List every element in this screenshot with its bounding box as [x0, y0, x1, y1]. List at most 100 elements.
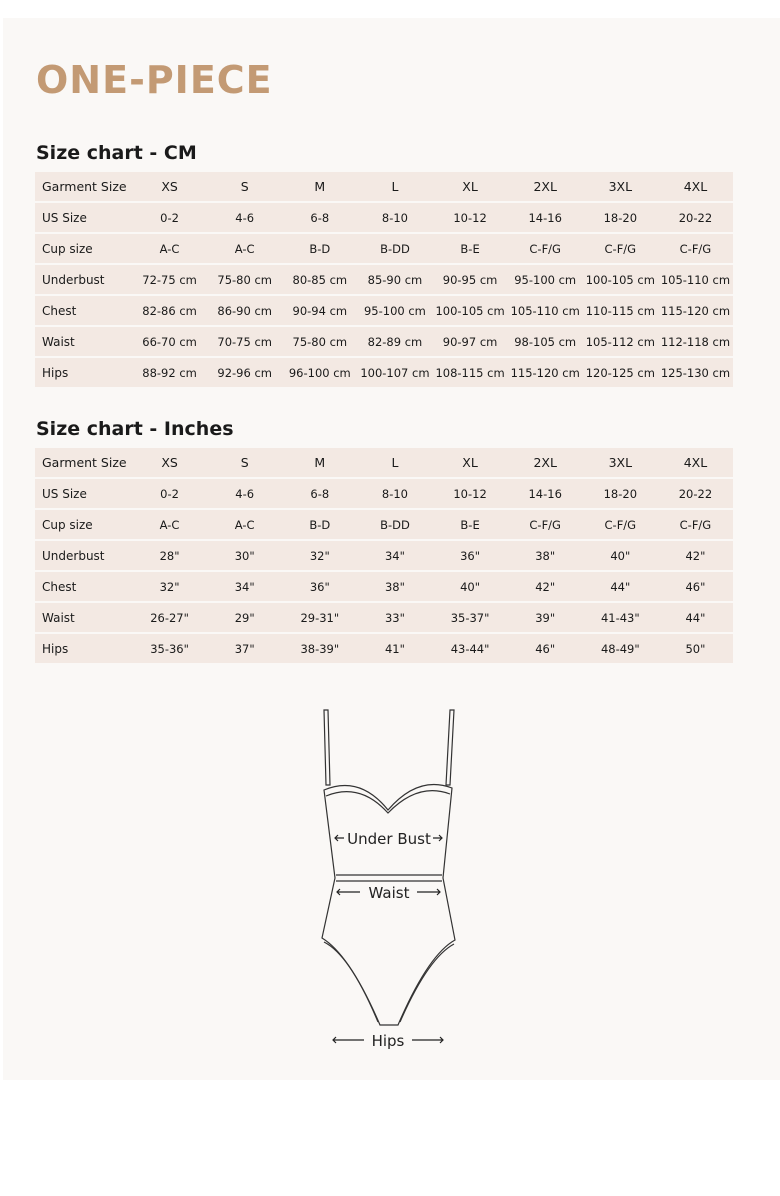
table-cell: 120-125 cm — [582, 357, 658, 389]
cm-size-table: Garment Size XS S M L XL 2XL 3XL 4XL US Size 0-2 4-… — [35, 172, 733, 389]
cm-chart-heading: Size chart - CM — [36, 142, 197, 164]
size-header: S — [207, 172, 283, 203]
table-cell: 18-20 — [582, 202, 658, 234]
table-cell: 37" — [207, 633, 283, 665]
table-cell: C-F/G — [582, 233, 658, 265]
table-cell: 88-92 cm — [132, 357, 208, 389]
table-cell: 8-10 — [357, 202, 433, 234]
table-cell: 95-100 cm — [357, 295, 433, 327]
inches-size-table: Garment Size XS S M L XL 2XL 3XL 4XL US Size 0-2 4-… — [35, 448, 733, 665]
table-cell: 44" — [657, 602, 733, 634]
table-cell: 75-80 cm — [207, 264, 283, 296]
table-cell: 14-16 — [507, 478, 583, 510]
table-cell: 108-115 cm — [432, 357, 508, 389]
table-cell: 29-31" — [282, 602, 358, 634]
table-cell: 98-105 cm — [507, 326, 583, 358]
table-cell: 39" — [507, 602, 583, 634]
table-cell: 36" — [432, 540, 508, 572]
row-label: Hips — [35, 633, 132, 665]
right-strap — [445, 709, 455, 786]
row-label: Hips — [35, 357, 132, 389]
table-header-row: Garment Size XS S M L XL 2XL 3XL 4XL — [35, 448, 733, 479]
table-cell: 36" — [282, 571, 358, 603]
table-cell: 95-100 cm — [507, 264, 583, 296]
table-cell: 18-20 — [582, 478, 658, 510]
table-cell: C-F/G — [507, 233, 583, 265]
table-cell: 86-90 cm — [207, 295, 283, 327]
table-cell: 96-100 cm — [282, 357, 358, 389]
row-label: Cup size — [35, 509, 132, 541]
row-label: Waist — [35, 602, 132, 634]
row-label: Chest — [35, 295, 132, 327]
inches-chart-heading: Size chart - Inches — [36, 418, 234, 440]
table-cell: A-C — [132, 233, 208, 265]
hips-label: Hips — [372, 1032, 405, 1050]
table-cell: 10-12 — [432, 478, 508, 510]
table-cell: 26-27" — [132, 602, 208, 634]
size-header: L — [357, 172, 433, 203]
table-cell: 92-96 cm — [207, 357, 283, 389]
table-row: Cup size A-C A-C B-D B-DD B-E C-F/G C-F/G C-F/G — [35, 233, 733, 265]
table-cell: 0-2 — [132, 202, 208, 234]
table-cell: 30" — [207, 540, 283, 572]
row-label: US Size — [35, 478, 132, 510]
table-cell: C-F/G — [582, 509, 658, 541]
table-cell: 105-112 cm — [582, 326, 658, 358]
row-label: Garment Size — [35, 172, 132, 203]
table-cell: 115-120 cm — [657, 295, 733, 327]
under-bust-label: Under Bust — [347, 830, 431, 848]
table-row: Waist 26-27" 29" 29-31" 33" 35-37" 39" 41-43" 44… — [35, 602, 733, 634]
table-row: Hips 35-36" 37" 38-39" 41" 43-44" 46" 48-49" 50" — [35, 633, 733, 665]
table-cell: 115-120 cm — [507, 357, 583, 389]
table-cell: 100-105 cm — [582, 264, 658, 296]
table-cell: 0-2 — [132, 478, 208, 510]
size-header: 4XL — [657, 172, 733, 203]
swimsuit-measurement-diagram: Under Bust Waist Hips — [321, 709, 456, 1050]
size-header: 2XL — [507, 172, 583, 203]
table-cell: 32" — [282, 540, 358, 572]
table-cell: 40" — [582, 540, 658, 572]
table-cell: A-C — [207, 509, 283, 541]
table-cell: C-F/G — [657, 509, 733, 541]
size-header: 3XL — [582, 172, 658, 203]
table-cell: 20-22 — [657, 478, 733, 510]
table-cell: 29" — [207, 602, 283, 634]
table-cell: B-DD — [357, 233, 433, 265]
size-header: XS — [132, 448, 208, 479]
table-cell: 35-36" — [132, 633, 208, 665]
table-cell: 44" — [582, 571, 658, 603]
table-cell: 10-12 — [432, 202, 508, 234]
table-cell: 66-70 cm — [132, 326, 208, 358]
table-cell: 90-95 cm — [432, 264, 508, 296]
size-header: L — [357, 448, 433, 479]
size-header: XL — [432, 448, 508, 479]
table-cell: 4-6 — [207, 478, 283, 510]
table-row: Cup size A-C A-C B-D B-DD B-E C-F/G C-F/G C-F/G — [35, 509, 733, 541]
table-cell: 80-85 cm — [282, 264, 358, 296]
table-cell: 100-107 cm — [357, 357, 433, 389]
table-cell: 35-37" — [432, 602, 508, 634]
table-cell: 34" — [207, 571, 283, 603]
size-header: S — [207, 448, 283, 479]
row-label: Waist — [35, 326, 132, 358]
table-row: US Size 0-2 4-6 6-8 8-10 10-12 14-16 18-20 20-22 — [35, 202, 733, 234]
table-cell: 20-22 — [657, 202, 733, 234]
table-cell: 75-80 cm — [282, 326, 358, 358]
table-cell: 41" — [357, 633, 433, 665]
table-row: Hips 88-92 cm 92-96 cm 96-100 cm 100-107 cm 1… — [35, 357, 733, 389]
table-cell: B-D — [282, 509, 358, 541]
table-row: Underbust 28" 30" 32" 34" 36" 38" 40" 42" — [35, 540, 733, 572]
page-title: ONE-PIECE — [36, 58, 273, 102]
table-cell: B-DD — [357, 509, 433, 541]
table-cell: 125-130 cm — [657, 357, 733, 389]
table-cell: 14-16 — [507, 202, 583, 234]
table-cell: 42" — [507, 571, 583, 603]
table-cell: 6-8 — [282, 478, 358, 510]
table-cell: 38-39" — [282, 633, 358, 665]
table-cell: B-E — [432, 509, 508, 541]
table-row: Underbust 72-75 cm 75-80 cm 80-85 cm 85-90 c… — [35, 264, 733, 296]
size-header: 4XL — [657, 448, 733, 479]
row-label: Underbust — [35, 540, 132, 572]
row-label: Garment Size — [35, 448, 132, 479]
table-cell: 41-43" — [582, 602, 658, 634]
